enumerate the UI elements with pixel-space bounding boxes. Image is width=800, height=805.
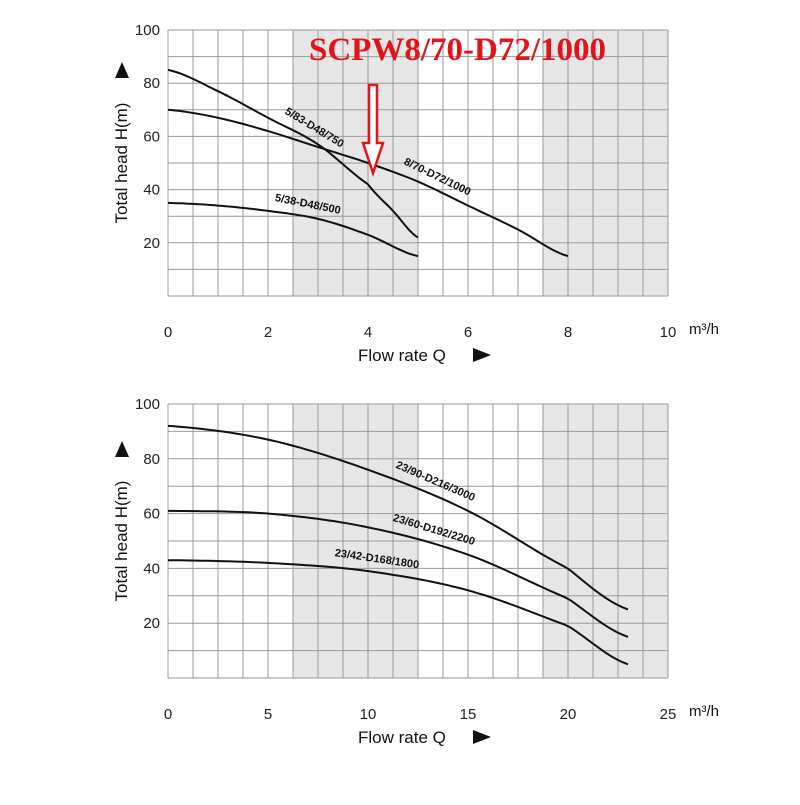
- y-tick-label: 80: [143, 451, 160, 468]
- x-tick-label: 10: [360, 706, 377, 723]
- right-arrow-icon: [473, 730, 491, 744]
- y-tick-label: 60: [143, 506, 160, 523]
- x-tick-label: 4: [364, 324, 372, 341]
- x-tick-label: 20: [560, 706, 577, 723]
- x-tick-label: 8: [564, 324, 572, 341]
- y-tick-label: 40: [143, 182, 160, 199]
- y-tick-label: 20: [143, 235, 160, 252]
- model-annotation: SCPW8/70-D72/1000: [309, 32, 606, 68]
- grid: [167, 403, 669, 679]
- up-arrow-icon: [115, 62, 129, 78]
- x-tick-label: 10: [660, 324, 677, 341]
- series-line: [168, 509, 629, 638]
- x-tick-label: 5: [264, 706, 272, 723]
- series-line: [168, 108, 569, 258]
- x-unit-label: m³/h: [689, 321, 719, 338]
- x-tick-label: 2: [264, 324, 272, 341]
- y-axis-title: Total head H(m): [112, 481, 131, 602]
- y-tick-label: 100: [135, 396, 160, 413]
- chart-panel-2: 20 40 60 80 100 0 5 10 15 20 25 m³/h Flow rate Q Tota…: [112, 396, 719, 747]
- up-arrow-icon: [115, 441, 129, 457]
- series-line: [168, 68, 419, 239]
- x-unit-label: m³/h: [689, 703, 719, 720]
- series-line: [168, 424, 629, 611]
- series-line: [168, 559, 629, 666]
- x-tick-label: 0: [164, 706, 172, 723]
- series-line: [168, 201, 419, 258]
- x-tick-label: 25: [660, 706, 677, 723]
- chart-panel-1: 20 40 60 80 100 0 2 4 6 8 10 m³/h Flow rate Q Total h…: [112, 22, 719, 365]
- y-axis-title: Total head H(m): [112, 103, 131, 224]
- y-tick-label: 40: [143, 560, 160, 577]
- x-tick-label: 6: [464, 324, 472, 341]
- down-arrow-icon: [361, 83, 385, 177]
- x-axis-title: Flow rate Q: [358, 728, 446, 747]
- x-tick-label: 15: [460, 706, 477, 723]
- y-tick-label: 60: [143, 128, 160, 145]
- right-arrow-icon: [473, 348, 491, 362]
- y-tick-label: 20: [143, 615, 160, 632]
- y-tick-label: 100: [135, 22, 160, 39]
- y-tick-label: 80: [143, 75, 160, 92]
- x-axis-title: Flow rate Q: [358, 346, 446, 365]
- x-tick-label: 0: [164, 324, 172, 341]
